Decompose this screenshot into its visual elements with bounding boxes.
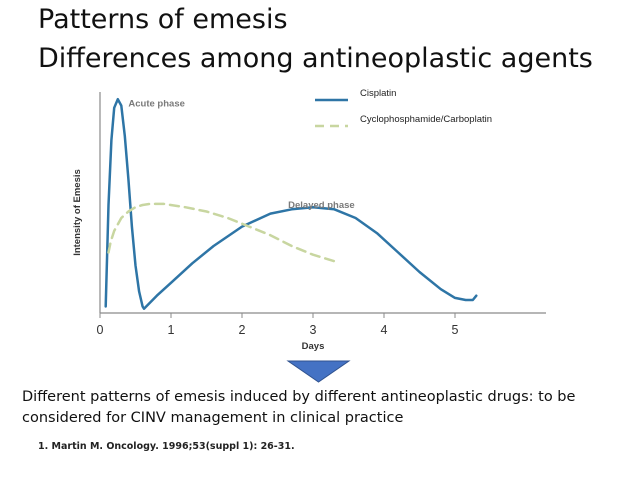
reference-citation: 1. Martin M. Oncology. 1996;53(suppl 1):… xyxy=(38,441,295,452)
slide-title-line-2: Differences among antineoplastic agents xyxy=(38,43,593,74)
y-axis-label: Intensity of Emesis xyxy=(72,169,83,256)
chart-axes: 0 1 2 3 4 5 xyxy=(97,92,546,337)
x-tick-label: 3 xyxy=(310,323,317,337)
annotation-label: Delayed phase xyxy=(288,200,355,211)
legend-entry-label: Cyclophosphamide/Carboplatin xyxy=(360,114,492,125)
x-tick-label: 4 xyxy=(381,323,388,337)
cisplatin-series-line xyxy=(104,97,478,310)
cyclophosphamide-carboplatin-series-line xyxy=(107,202,336,263)
chart-series-layer xyxy=(104,97,478,310)
x-tick-label: 2 xyxy=(239,323,246,337)
x-tick-label: 0 xyxy=(97,323,104,337)
chart-labels-layer: Days Intensity of Emesis Acute phase Delaye… xyxy=(72,88,492,352)
x-axis-label: Days xyxy=(302,341,325,352)
x-tick-label: 5 xyxy=(452,323,459,337)
slide-title-line-1: Patterns of emesis xyxy=(38,4,288,35)
annotation-label: Acute phase xyxy=(128,98,185,109)
down-arrow-icon xyxy=(286,360,351,383)
x-tick-label: 1 xyxy=(168,323,175,337)
down-arrow-icon-head xyxy=(286,360,351,383)
legend-entry-label: Cisplatin xyxy=(360,88,396,99)
slide-caption: Different patterns of emesis induced by … xyxy=(22,389,576,426)
